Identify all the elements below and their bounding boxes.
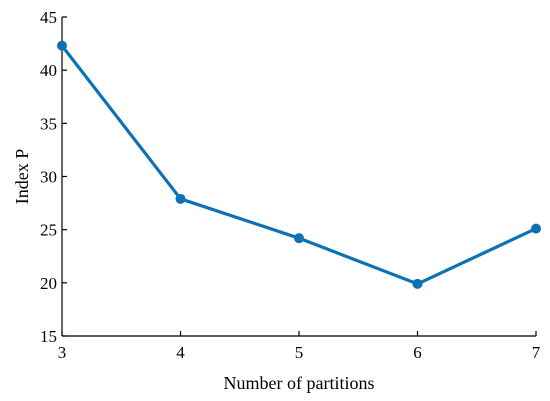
data-point — [412, 278, 423, 289]
x-ticks: 3 4 5 6 7 — [58, 331, 541, 362]
x-tick-label: 4 — [176, 343, 185, 362]
y-tick-label: 15 — [40, 327, 57, 346]
y-tick-label: 40 — [40, 61, 57, 80]
x-axis-label: Number of partitions — [224, 373, 375, 393]
y-tick-label: 20 — [40, 274, 57, 293]
x-tick-label: 6 — [413, 343, 422, 362]
series-layer — [57, 40, 541, 289]
data-point — [57, 40, 67, 51]
data-point — [294, 233, 304, 244]
y-tick-label: 25 — [40, 221, 57, 240]
data-point — [531, 223, 541, 234]
y-axis-label: Index P — [12, 149, 32, 205]
x-tick-label: 7 — [532, 343, 541, 362]
y-ticks: 15 20 25 30 35 40 45 — [40, 8, 67, 346]
y-tick-label: 30 — [40, 168, 57, 187]
x-tick-label: 3 — [58, 343, 67, 362]
axes — [61, 17, 536, 337]
x-tick-label: 5 — [295, 343, 304, 362]
y-tick-label: 45 — [40, 8, 57, 27]
data-point — [175, 193, 186, 204]
series-line — [60, 44, 538, 286]
y-tick-label: 35 — [40, 114, 57, 133]
